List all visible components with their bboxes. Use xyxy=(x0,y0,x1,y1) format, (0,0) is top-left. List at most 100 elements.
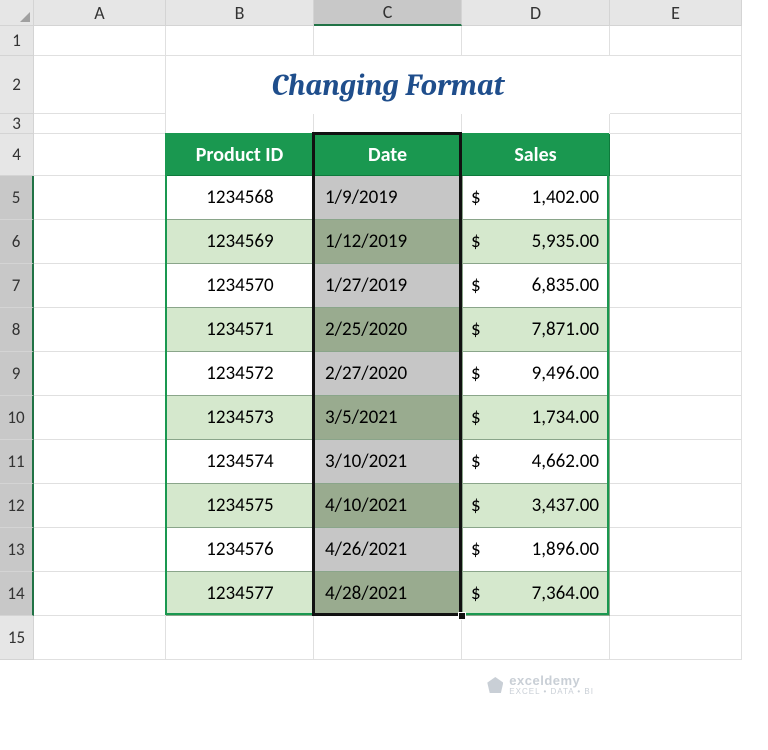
amount: 3,437.00 xyxy=(481,494,599,517)
table-cell-sales[interactable]: $5,935.00 xyxy=(462,220,610,264)
cell-E6[interactable] xyxy=(610,220,742,264)
cell-E14[interactable] xyxy=(610,572,742,616)
cell-E7[interactable] xyxy=(610,264,742,308)
cell-A12[interactable] xyxy=(34,484,166,528)
table-cell-pid[interactable]: 1234577 xyxy=(166,572,314,616)
col-header-A[interactable]: A xyxy=(34,0,166,26)
cell-B3[interactable] xyxy=(166,114,314,134)
col-header-E[interactable]: E xyxy=(610,0,742,26)
table-cell-date[interactable]: 3/5/2021 xyxy=(314,396,462,440)
table-cell-pid[interactable]: 1234574 xyxy=(166,440,314,484)
table-cell-sales[interactable]: $1,734.00 xyxy=(462,396,610,440)
table-cell-pid[interactable]: 1234575 xyxy=(166,484,314,528)
row-header-4[interactable]: 4 xyxy=(0,134,34,176)
watermark-name: exceldemy xyxy=(509,674,594,688)
col-header-D[interactable]: D xyxy=(462,0,610,26)
table-cell-pid[interactable]: 1234573 xyxy=(166,396,314,440)
cell-D1[interactable] xyxy=(462,26,610,56)
cell-A8[interactable] xyxy=(34,308,166,352)
table-cell-sales[interactable]: $9,496.00 xyxy=(462,352,610,396)
row-header-5[interactable]: 5 xyxy=(0,176,34,220)
table-cell-pid[interactable]: 1234568 xyxy=(166,176,314,220)
row-header-3[interactable]: 3 xyxy=(0,114,34,134)
row-header-13[interactable]: 13 xyxy=(0,528,34,572)
select-all-corner[interactable] xyxy=(0,0,34,26)
cell-C1[interactable] xyxy=(314,26,462,56)
amount: 6,835.00 xyxy=(481,274,599,297)
amount: 9,496.00 xyxy=(481,362,599,385)
cell-E15[interactable] xyxy=(610,616,742,660)
table-cell-sales[interactable]: $1,402.00 xyxy=(462,176,610,220)
row-header-10[interactable]: 10 xyxy=(0,396,34,440)
table-cell-date[interactable]: 1/27/2019 xyxy=(314,264,462,308)
watermark-tag: EXCEL • DATA • BI xyxy=(509,688,594,696)
row-header-1[interactable]: 1 xyxy=(0,26,34,56)
cell-A13[interactable] xyxy=(34,528,166,572)
row-header-12[interactable]: 12 xyxy=(0,484,34,528)
cell-C3[interactable] xyxy=(314,114,462,134)
cell-D3[interactable] xyxy=(462,114,610,134)
cell-A6[interactable] xyxy=(34,220,166,264)
cell-E3[interactable] xyxy=(610,114,742,134)
table-cell-sales[interactable]: $7,364.00 xyxy=(462,572,610,616)
row-header-7[interactable]: 7 xyxy=(0,264,34,308)
cell-A14[interactable] xyxy=(34,572,166,616)
row-header-8[interactable]: 8 xyxy=(0,308,34,352)
row-header-6[interactable]: 6 xyxy=(0,220,34,264)
cell-E9[interactable] xyxy=(610,352,742,396)
table-cell-date[interactable]: 2/25/2020 xyxy=(314,308,462,352)
cell-E1[interactable] xyxy=(610,26,742,56)
cell-A11[interactable] xyxy=(34,440,166,484)
table-cell-date[interactable]: 2/27/2020 xyxy=(314,352,462,396)
cell-E11[interactable] xyxy=(610,440,742,484)
table-header-date[interactable]: Date xyxy=(314,134,462,176)
table-cell-pid[interactable]: 1234572 xyxy=(166,352,314,396)
cell-E12[interactable] xyxy=(610,484,742,528)
row-header-15[interactable]: 15 xyxy=(0,616,34,660)
table-cell-pid[interactable]: 1234576 xyxy=(166,528,314,572)
row-header-11[interactable]: 11 xyxy=(0,440,34,484)
table-cell-sales[interactable]: $7,871.00 xyxy=(462,308,610,352)
cell-B1[interactable] xyxy=(166,26,314,56)
row-header-9[interactable]: 9 xyxy=(0,352,34,396)
table-cell-sales[interactable]: $1,896.00 xyxy=(462,528,610,572)
cell-E8[interactable] xyxy=(610,308,742,352)
cell-A2[interactable] xyxy=(34,56,166,114)
cell-A15[interactable] xyxy=(34,616,166,660)
cell-E2[interactable] xyxy=(610,56,742,114)
cell-B15[interactable] xyxy=(166,616,314,660)
cell-A1[interactable] xyxy=(34,26,166,56)
cell-A5[interactable] xyxy=(34,176,166,220)
table-header-sales[interactable]: Sales xyxy=(462,134,610,176)
table-cell-sales[interactable]: $6,835.00 xyxy=(462,264,610,308)
table-cell-date[interactable]: 4/10/2021 xyxy=(314,484,462,528)
table-cell-date[interactable]: 1/12/2019 xyxy=(314,220,462,264)
cell-A7[interactable] xyxy=(34,264,166,308)
cell-E4[interactable] xyxy=(610,134,742,176)
cell-C15[interactable] xyxy=(314,616,462,660)
cell-A4[interactable] xyxy=(34,134,166,176)
cell-E5[interactable] xyxy=(610,176,742,220)
cell-A9[interactable] xyxy=(34,352,166,396)
table-cell-pid[interactable]: 1234569 xyxy=(166,220,314,264)
col-header-C[interactable]: C xyxy=(314,0,462,26)
row-header-2[interactable]: 2 xyxy=(0,56,34,114)
table-header-pid[interactable]: Product ID xyxy=(166,134,314,176)
row-header-14[interactable]: 14 xyxy=(0,572,34,616)
cell-E13[interactable] xyxy=(610,528,742,572)
table-cell-sales[interactable]: $4,662.00 xyxy=(462,440,610,484)
table-cell-date[interactable]: 3/10/2021 xyxy=(314,440,462,484)
table-cell-date[interactable]: 4/26/2021 xyxy=(314,528,462,572)
currency-symbol: $ xyxy=(471,274,481,297)
table-cell-date[interactable]: 4/28/2021 xyxy=(314,572,462,616)
col-header-B[interactable]: B xyxy=(166,0,314,26)
table-cell-sales[interactable]: $3,437.00 xyxy=(462,484,610,528)
table-cell-date[interactable]: 1/9/2019 xyxy=(314,176,462,220)
table-cell-pid[interactable]: 1234570 xyxy=(166,264,314,308)
sales-value: $5,935.00 xyxy=(463,230,609,253)
cell-E10[interactable] xyxy=(610,396,742,440)
cell-A3[interactable] xyxy=(34,114,166,134)
cell-D15[interactable] xyxy=(462,616,610,660)
table-cell-pid[interactable]: 1234571 xyxy=(166,308,314,352)
cell-A10[interactable] xyxy=(34,396,166,440)
